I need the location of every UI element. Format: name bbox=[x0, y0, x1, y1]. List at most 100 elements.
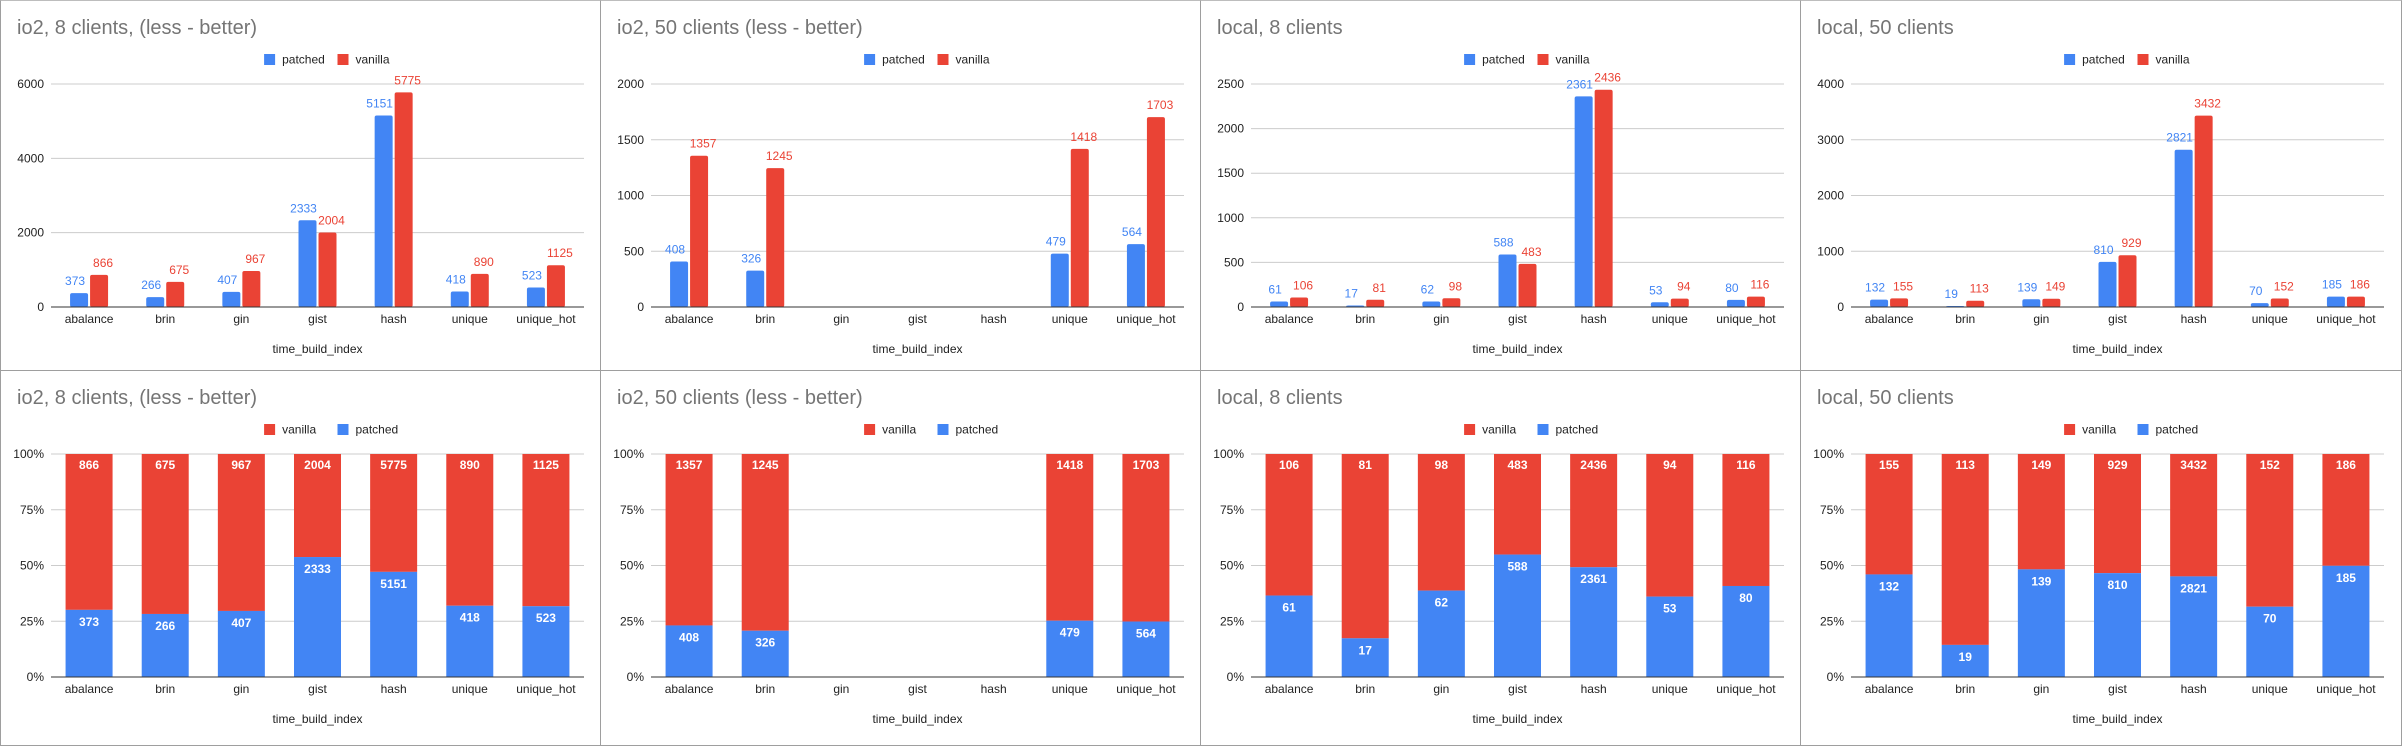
legend-swatch-patched bbox=[937, 424, 949, 435]
legend-label-vanilla: vanilla bbox=[282, 423, 316, 437]
x-tick-label: hash bbox=[2181, 682, 2207, 696]
data-label-vanilla: 106 bbox=[1279, 458, 1299, 472]
bar-segment-vanilla bbox=[522, 454, 570, 607]
chart-panel-io2-50-stacked[interactable]: io2, 50 clients (less - better) vanilla p… bbox=[601, 371, 1201, 746]
x-tick-label: gin bbox=[233, 312, 249, 326]
bar-segment-patched bbox=[522, 606, 570, 677]
bar-vanilla bbox=[318, 232, 337, 307]
x-tick-label: unique bbox=[452, 682, 488, 696]
x-axis-title: time_build_index bbox=[272, 712, 362, 726]
y-tick-label: 0% bbox=[627, 670, 645, 684]
x-axis-title: time_build_index bbox=[872, 712, 962, 726]
legend-label-patched: patched bbox=[2082, 53, 2125, 67]
bar-segment-vanilla bbox=[741, 454, 789, 631]
y-tick-label: 25% bbox=[20, 614, 44, 628]
y-tick-label: 2000 bbox=[1817, 189, 1844, 203]
data-label-patched: 564 bbox=[1136, 627, 1156, 641]
x-axis-title: time_build_index bbox=[872, 342, 962, 356]
y-tick-label: 100% bbox=[13, 447, 44, 461]
bar-segment-patched bbox=[1122, 621, 1170, 677]
bar-segment-patched bbox=[1046, 620, 1094, 677]
data-label-patched: 19 bbox=[1945, 287, 1959, 301]
bar-segment-patched bbox=[2246, 606, 2294, 677]
y-tick-label: 4000 bbox=[1817, 77, 1844, 91]
chart-panel-local-8-stacked[interactable]: local, 8 clients vanilla patched 0% 25% 50% 7… bbox=[1201, 371, 1801, 746]
data-label-vanilla: 2004 bbox=[304, 458, 331, 472]
data-label-patched: 17 bbox=[1359, 643, 1373, 657]
x-tick-label: brin bbox=[1955, 682, 1975, 696]
y-tick-label: 0 bbox=[637, 300, 644, 314]
x-tick-label: gin bbox=[833, 312, 849, 326]
bar-segment-patched bbox=[2094, 573, 2141, 677]
data-label-patched: 62 bbox=[1421, 282, 1435, 296]
legend-swatch-vanilla bbox=[337, 54, 349, 65]
bar-patched bbox=[1650, 302, 1669, 307]
data-label-vanilla: 1357 bbox=[676, 458, 703, 472]
chart-panel-local-50-stacked[interactable]: local, 50 clients vanilla patched 0% 25% 50%… bbox=[1801, 371, 2402, 746]
y-tick-label: 25% bbox=[1820, 614, 1844, 628]
data-label-vanilla: 81 bbox=[1359, 458, 1373, 472]
bar-segment-patched bbox=[1722, 585, 1770, 677]
bar-segment-patched bbox=[1941, 644, 1989, 677]
chart-svg: patched vanilla 0 1000 2000 3000 4000 abalance 1… bbox=[1817, 53, 2384, 356]
y-tick-label: 1500 bbox=[1217, 166, 1244, 180]
x-tick-label: brin bbox=[755, 682, 775, 696]
legend-swatch-patched bbox=[2064, 54, 2076, 65]
bar-segment-vanilla bbox=[294, 454, 341, 558]
data-label-patched: 810 bbox=[2107, 578, 2127, 592]
bar-patched bbox=[1726, 299, 1745, 307]
bar-segment-vanilla bbox=[1570, 454, 1618, 568]
data-label-vanilla: 929 bbox=[2107, 458, 2127, 472]
bar-patched bbox=[1126, 244, 1145, 307]
bar-vanilla bbox=[1518, 263, 1537, 307]
legend-swatch-vanilla bbox=[264, 424, 276, 435]
chart-panel-local-8-clustered[interactable]: local, 8 clients patched vanilla 0 500 1000 1… bbox=[1201, 0, 1801, 371]
chart-panel-io2-8-clustered[interactable]: io2, 8 clients, (less - better) patched v… bbox=[0, 0, 601, 371]
x-tick-label: gist bbox=[2108, 682, 2127, 696]
y-tick-label: 50% bbox=[20, 559, 44, 573]
data-label-vanilla: 1125 bbox=[533, 458, 559, 472]
chart-svg: patched vanilla 0 2000 4000 6000 abalance 373 86… bbox=[17, 53, 584, 356]
legend-swatch-patched bbox=[337, 424, 349, 435]
x-tick-label: unique bbox=[1652, 682, 1688, 696]
data-label-vanilla: 116 bbox=[1736, 458, 1756, 472]
data-label-patched: 70 bbox=[2263, 612, 2277, 626]
bar-vanilla bbox=[2194, 115, 2213, 307]
x-tick-label: gin bbox=[233, 682, 249, 696]
x-tick-label: unique_hot bbox=[1116, 682, 1176, 696]
bar-segment-patched bbox=[741, 630, 789, 677]
x-axis-title: time_build_index bbox=[1472, 342, 1562, 356]
bar-vanilla bbox=[166, 281, 185, 307]
data-label-patched: 588 bbox=[1493, 236, 1513, 250]
x-tick-label: gin bbox=[1433, 682, 1449, 696]
data-label-vanilla: 186 bbox=[2336, 458, 2356, 472]
chart-panel-io2-50-clustered[interactable]: io2, 50 clients (less - better) patched v… bbox=[601, 0, 1201, 371]
data-label-vanilla: 113 bbox=[1970, 282, 1989, 296]
bar-segment-patched bbox=[217, 610, 265, 677]
data-label-vanilla: 866 bbox=[93, 256, 113, 270]
bar-vanilla bbox=[546, 265, 565, 307]
bar-patched bbox=[374, 115, 393, 307]
x-tick-label: hash bbox=[2181, 312, 2207, 326]
chart-title: io2, 50 clients (less - better) bbox=[617, 17, 863, 39]
data-label-vanilla: 5775 bbox=[394, 73, 421, 87]
data-label-vanilla: 3432 bbox=[2194, 97, 2221, 111]
legend-swatch-vanilla bbox=[2137, 54, 2149, 65]
x-tick-label: gist bbox=[1508, 312, 1527, 326]
data-label-vanilla: 929 bbox=[2121, 236, 2141, 250]
data-label-vanilla: 1125 bbox=[547, 246, 573, 260]
y-tick-label: 2500 bbox=[1217, 77, 1244, 91]
data-label-patched: 2821 bbox=[2166, 131, 2193, 145]
y-tick-label: 50% bbox=[1220, 559, 1244, 573]
bar-segment-patched bbox=[1494, 554, 1541, 677]
bar-vanilla bbox=[2270, 298, 2289, 307]
bar-patched bbox=[1050, 253, 1069, 307]
bar-patched bbox=[2250, 303, 2269, 307]
chart-panel-io2-8-stacked[interactable]: io2, 8 clients, (less - better) vanilla p… bbox=[0, 371, 601, 746]
x-tick-label: brin bbox=[155, 312, 175, 326]
bar-segment-patched bbox=[2017, 569, 2065, 677]
bar-segment-vanilla bbox=[141, 454, 189, 614]
bar-patched bbox=[1498, 254, 1517, 307]
legend-label-vanilla: vanilla bbox=[1556, 53, 1590, 67]
chart-panel-local-50-clustered[interactable]: local, 50 clients patched vanilla 0 1000 200… bbox=[1801, 0, 2402, 371]
